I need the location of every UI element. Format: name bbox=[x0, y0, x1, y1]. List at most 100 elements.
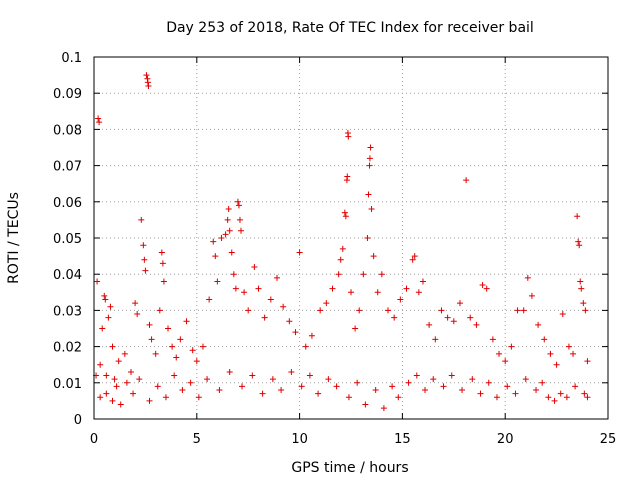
data-point bbox=[370, 253, 377, 260]
data-point bbox=[335, 271, 342, 278]
data-point bbox=[238, 227, 245, 234]
data-point bbox=[292, 329, 299, 336]
data-point bbox=[97, 394, 104, 401]
data-point bbox=[218, 235, 225, 241]
x-tick-label: 15 bbox=[394, 432, 411, 447]
y-axis-label: ROTI / TECUs bbox=[6, 192, 22, 284]
data-point bbox=[584, 394, 591, 401]
data-point bbox=[559, 311, 566, 318]
data-point bbox=[224, 216, 231, 223]
data-point bbox=[405, 379, 412, 386]
data-point bbox=[477, 390, 484, 397]
data-point bbox=[199, 343, 206, 350]
data-point bbox=[239, 383, 246, 390]
data-point bbox=[329, 285, 336, 292]
x-axis-ticks: 0 5 10 15 20 25 bbox=[90, 57, 616, 447]
data-point bbox=[570, 350, 577, 357]
data-point bbox=[575, 238, 582, 245]
data-point bbox=[117, 401, 124, 408]
data-point bbox=[115, 358, 122, 365]
data-point bbox=[352, 325, 359, 332]
data-point bbox=[345, 394, 352, 401]
data-point bbox=[249, 372, 256, 379]
x-tick-label: 25 bbox=[600, 432, 617, 447]
y-tick-label: 0.09 bbox=[53, 87, 82, 102]
data-point bbox=[572, 383, 579, 390]
data-point bbox=[236, 216, 243, 223]
data-point bbox=[251, 263, 258, 270]
data-point bbox=[278, 387, 285, 394]
data-point bbox=[103, 390, 110, 397]
data-point bbox=[325, 376, 332, 383]
y-tick-label: 0.01 bbox=[53, 377, 82, 392]
data-point bbox=[576, 242, 583, 249]
x-tick-label: 10 bbox=[291, 432, 308, 447]
data-point bbox=[539, 379, 546, 386]
data-point bbox=[430, 376, 437, 383]
data-point bbox=[374, 289, 381, 296]
y-tick-label: 0 bbox=[74, 413, 82, 428]
data-point bbox=[142, 267, 149, 274]
data-point bbox=[214, 278, 221, 285]
data-point bbox=[228, 249, 235, 256]
data-point bbox=[541, 336, 548, 343]
chart-title: Day 253 of 2018, Rate Of TEC Index for r… bbox=[166, 20, 534, 36]
data-point bbox=[522, 376, 529, 383]
data-point bbox=[456, 300, 463, 307]
data-point bbox=[563, 394, 570, 401]
y-tick-label: 0.06 bbox=[53, 196, 82, 211]
data-point bbox=[580, 300, 587, 307]
data-point bbox=[204, 376, 211, 383]
data-point bbox=[360, 271, 367, 278]
data-point bbox=[226, 227, 233, 234]
x-tick-label: 5 bbox=[193, 432, 201, 447]
data-point bbox=[378, 271, 385, 278]
data-point bbox=[502, 358, 509, 365]
data-point bbox=[105, 314, 112, 321]
data-point bbox=[459, 387, 466, 394]
data-point bbox=[241, 289, 248, 296]
data-point bbox=[280, 303, 287, 310]
data-point bbox=[337, 256, 344, 263]
data-point bbox=[367, 144, 374, 151]
data-point bbox=[520, 307, 527, 314]
data-point bbox=[426, 321, 433, 328]
data-point bbox=[138, 216, 145, 223]
data-point bbox=[288, 368, 295, 375]
data-point bbox=[344, 173, 351, 180]
data-point bbox=[156, 307, 163, 314]
data-point bbox=[103, 372, 110, 379]
data-point bbox=[102, 296, 109, 303]
grid-lines bbox=[94, 57, 608, 419]
data-point bbox=[261, 314, 268, 321]
data-point bbox=[380, 405, 387, 412]
data-point bbox=[395, 394, 402, 401]
y-axis-ticks: 0 0.01 0.02 0.03 0.04 0.05 0.06 0.07 0.08 0.09 0.1 bbox=[53, 51, 608, 428]
data-point bbox=[584, 358, 591, 365]
data-point bbox=[173, 354, 180, 361]
data-point bbox=[366, 155, 373, 162]
data-point bbox=[342, 213, 349, 220]
data-point bbox=[411, 253, 418, 260]
data-point bbox=[467, 314, 474, 321]
data-point bbox=[354, 379, 361, 386]
y-tick-label: 0.04 bbox=[53, 268, 82, 283]
data-point bbox=[136, 376, 143, 383]
data-point bbox=[183, 318, 190, 325]
data-point bbox=[96, 119, 103, 126]
data-point bbox=[366, 162, 373, 169]
data-point bbox=[232, 285, 239, 292]
data-point bbox=[317, 307, 324, 314]
data-point bbox=[109, 343, 116, 350]
data-point bbox=[333, 383, 340, 390]
y-tick-label: 0.03 bbox=[53, 304, 82, 319]
data-point bbox=[577, 278, 584, 285]
data-point bbox=[496, 350, 503, 357]
data-point bbox=[574, 213, 581, 220]
data-point bbox=[230, 271, 237, 278]
data-point bbox=[123, 379, 130, 386]
data-point bbox=[94, 278, 101, 285]
data-point bbox=[514, 307, 521, 314]
data-point bbox=[121, 350, 128, 357]
data-point bbox=[440, 383, 447, 390]
